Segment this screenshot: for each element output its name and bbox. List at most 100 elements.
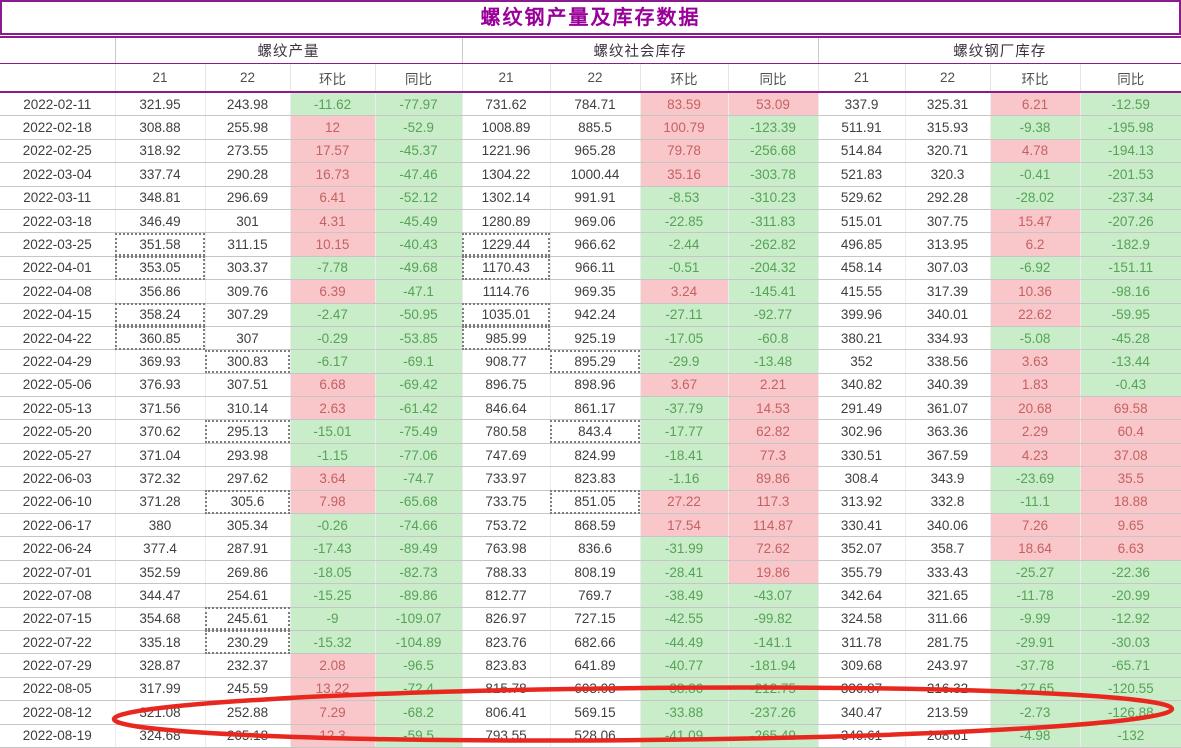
table-row: 2022-02-25 318.92 273.55 17.57 -45.37 1221.96… — [0, 139, 1181, 164]
col-22-cell: 682.66 — [549, 630, 640, 655]
col-22-cell: 290.28 — [204, 162, 290, 187]
col-yoy-cell: -69.42 — [374, 373, 462, 398]
col-yoy-cell: 14.53 — [727, 396, 818, 421]
subheader-mill-yoy: 同比 — [1079, 63, 1181, 93]
col-22-cell: 320.71 — [904, 139, 990, 164]
col-21-cell: 380.21 — [817, 326, 905, 351]
col-yoy-cell: -59.95 — [1079, 303, 1181, 327]
col-wow-cell: -9.38 — [989, 115, 1080, 140]
col-wow-cell: -0.26 — [289, 513, 375, 538]
col-wow-cell: 7.26 — [989, 513, 1080, 538]
date-cell: 2022-07-29 — [0, 653, 115, 678]
page-title: 螺纹钢产量及库存数据 — [0, 2, 1181, 33]
col-22-cell: 305.6 — [204, 490, 290, 515]
col-wow-cell: 1.83 — [989, 373, 1080, 398]
col-21-cell: 511.91 — [817, 115, 905, 140]
table-row: 2022-02-11 321.95 243.98 -11.62 -77.97 731.62… — [0, 92, 1181, 117]
col-21-cell: 313.92 — [817, 490, 905, 515]
col-wow-cell: -7.78 — [289, 256, 375, 281]
col-yoy-cell: -69.1 — [374, 349, 462, 374]
subheader-social-wow: 环比 — [639, 63, 728, 93]
date-cell: 2022-04-29 — [0, 349, 115, 374]
col-21-cell: 335.18 — [114, 630, 205, 655]
date-cell: 2022-04-22 — [0, 326, 115, 351]
col-wow-cell: 6.41 — [289, 186, 375, 210]
col-22-cell: 303.37 — [204, 256, 290, 281]
col-yoy-cell: -265.49 — [727, 724, 818, 748]
col-21-cell: 360.85 — [114, 326, 205, 351]
col-21-cell: 376.93 — [114, 373, 205, 398]
col-21-cell: 1170.43 — [461, 256, 550, 281]
col-yoy-cell: -204.32 — [727, 256, 818, 281]
col-yoy-cell: -256.68 — [727, 139, 818, 164]
col-21-cell: 496.85 — [817, 232, 905, 257]
col-wow-cell: 22.62 — [989, 303, 1080, 327]
col-21-cell: 780.58 — [461, 419, 550, 444]
col-wow-cell: 6.2 — [989, 232, 1080, 257]
col-yoy-cell: -77.97 — [374, 92, 462, 117]
col-yoy-cell: -13.44 — [1079, 349, 1181, 374]
col-21-cell: 321.08 — [114, 700, 205, 725]
col-yoy-cell: -49.68 — [374, 256, 462, 281]
col-22-cell: 965.28 — [549, 139, 640, 164]
table-row: 2022-07-01 352.59 269.86 -18.05 -82.73 788.33… — [0, 560, 1181, 585]
col-wow-cell: 10.15 — [289, 232, 375, 257]
col-yoy-cell: -68.2 — [374, 700, 462, 725]
col-yoy-cell: -47.1 — [374, 279, 462, 304]
col-wow-cell: -18.41 — [639, 443, 728, 468]
col-wow-cell: 12.3 — [289, 724, 375, 748]
col-22-cell: 255.98 — [204, 115, 290, 140]
col-21-cell: 336.87 — [817, 677, 905, 702]
col-21-cell: 896.75 — [461, 373, 550, 398]
col-21-cell: 806.41 — [461, 700, 550, 725]
table-row: 2022-05-13 371.56 310.14 2.63 -61.42 846.64 86… — [0, 396, 1181, 421]
col-wow-cell: -15.32 — [289, 630, 375, 655]
col-yoy-cell: -141.1 — [727, 630, 818, 655]
col-22-cell: 243.98 — [204, 92, 290, 117]
col-21-cell: 291.49 — [817, 396, 905, 421]
col-wow-cell: 7.29 — [289, 700, 375, 725]
col-22-cell: 305.34 — [204, 513, 290, 538]
col-22-cell: 213.59 — [904, 700, 990, 725]
col-21-cell: 324.58 — [817, 607, 905, 631]
date-cell: 2022-04-01 — [0, 256, 115, 281]
col-yoy-cell: -182.9 — [1079, 232, 1181, 257]
col-21-cell: 369.93 — [114, 349, 205, 374]
col-21-cell: 815.78 — [461, 677, 550, 702]
col-22-cell: 313.95 — [904, 232, 990, 257]
col-wow-cell: -8.53 — [639, 186, 728, 210]
col-22-cell: 340.39 — [904, 373, 990, 398]
col-wow-cell: -28.41 — [639, 560, 728, 585]
col-21-cell: 763.98 — [461, 536, 550, 561]
col-21-cell: 348.81 — [114, 186, 205, 210]
col-wow-cell: -2.47 — [289, 303, 375, 327]
col-22-cell: 232.37 — [204, 653, 290, 678]
col-21-cell: 788.33 — [461, 560, 550, 585]
col-wow-cell: 7.98 — [289, 490, 375, 515]
col-21-cell: 330.51 — [817, 443, 905, 468]
col-wow-cell: 17.57 — [289, 139, 375, 164]
date-cell: 2022-02-25 — [0, 139, 115, 164]
date-cell: 2022-07-22 — [0, 630, 115, 655]
col-21-cell: 352.07 — [817, 536, 905, 561]
date-cell: 2022-05-06 — [0, 373, 115, 398]
col-22-cell: 293.98 — [204, 443, 290, 468]
col-22-cell: 361.07 — [904, 396, 990, 421]
col-22-cell: 265.18 — [204, 724, 290, 748]
date-subheader — [0, 63, 115, 93]
col-yoy-cell: -104.89 — [374, 630, 462, 655]
col-yoy-cell: -43.07 — [727, 583, 818, 608]
col-wow-cell: -9 — [289, 607, 375, 631]
col-yoy-cell: -22.36 — [1079, 560, 1181, 585]
col-wow-cell: 35.16 — [639, 162, 728, 187]
col-22-cell: 823.83 — [549, 466, 640, 491]
col-22-cell: 307.75 — [904, 209, 990, 234]
col-21-cell: 330.41 — [817, 513, 905, 538]
col-21-cell: 812.77 — [461, 583, 550, 608]
col-yoy-cell: -60.8 — [727, 326, 818, 351]
col-21-cell: 371.56 — [114, 396, 205, 421]
col-21-cell: 311.78 — [817, 630, 905, 655]
col-21-cell: 352.59 — [114, 560, 205, 585]
col-wow-cell: -40.77 — [639, 653, 728, 678]
col-21-cell: 415.55 — [817, 279, 905, 304]
